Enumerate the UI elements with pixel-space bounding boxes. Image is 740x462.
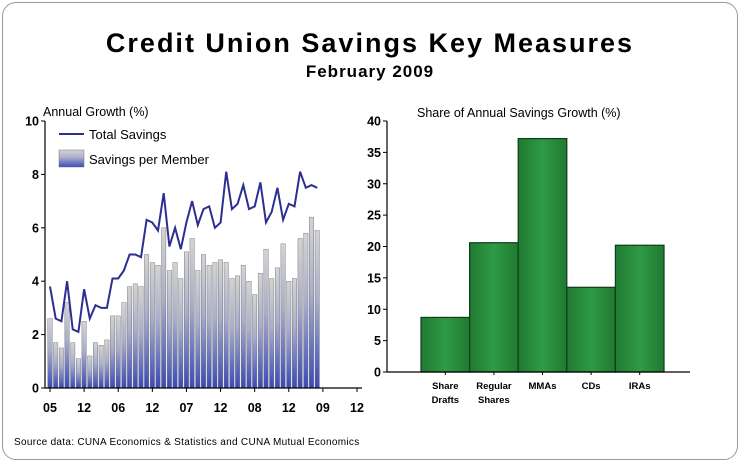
share-bar [566, 286, 616, 373]
left-x-tick-label: 12 [350, 401, 364, 415]
left-x-tick-label: 08 [248, 401, 262, 415]
share-category-label: Share [432, 381, 458, 392]
right-y-tick-label: 20 [367, 240, 381, 254]
share-bar [469, 242, 519, 373]
source-note: Source data: CUNA Economics & Statistics… [14, 437, 360, 448]
share-category-label: Shares [478, 395, 510, 406]
left-y-tick-label: 10 [25, 115, 39, 129]
left-x-tick-label: 12 [145, 401, 159, 415]
right-y-tick-label: 35 [367, 146, 381, 160]
legend-total-savings: Total Savings [89, 127, 167, 142]
left-x-tick-label: 12 [214, 401, 228, 415]
left-x-tick-label: 12 [77, 401, 91, 415]
right-y-tick-label: 30 [367, 177, 381, 191]
left-x-tick-label: 06 [111, 401, 125, 415]
share-category-label: IRAs [629, 381, 651, 392]
left-y-tick-label: 0 [32, 382, 39, 396]
savings-per-member-bars [47, 216, 320, 389]
left-y-tick-label: 4 [32, 275, 39, 289]
share-category-label: MMAs [529, 381, 557, 392]
left-ylabel: Annual Growth (%) [43, 105, 149, 119]
share-category-label: Drafts [432, 395, 459, 406]
left-y-tick-label: 8 [32, 168, 39, 182]
page-subtitle: February 2009 [305, 62, 435, 81]
right-y-tick-label: 15 [367, 271, 381, 285]
right-y-tick-label: 5 [374, 334, 381, 348]
share-bars [420, 137, 665, 373]
left-x-tick-label: 07 [179, 401, 193, 415]
right-y-tick-label: 10 [367, 303, 381, 317]
share-category-labels: Share Drafts Regular Shares MMAs CDs IRAs [432, 372, 651, 406]
left-axes: 0 2 4 6 8 10 05 12 06 12 07 12 08 12 09 12 [25, 115, 364, 416]
total-savings-line [49, 171, 318, 334]
left-x-tick-label: 09 [316, 401, 330, 415]
left-y-tick-label: 6 [32, 221, 39, 235]
right-y-tick-label: 40 [367, 115, 381, 129]
page-title: Credit Union Savings Key Measures [105, 28, 635, 58]
right-chart-title: Share of Annual Savings Growth (%) [417, 106, 621, 120]
legend-savings-per-member: Savings per Member [89, 152, 210, 167]
left-y-tick-label: 2 [32, 328, 39, 342]
right-y-tick-label: 25 [367, 209, 381, 223]
left-x-tick-label: 12 [282, 401, 296, 415]
share-bar [614, 244, 665, 373]
share-bar [517, 137, 568, 373]
share-bar [420, 316, 471, 373]
share-category-label: CDs [582, 381, 601, 392]
share-category-label: Regular [476, 381, 512, 392]
right-axes: 0 5 10 15 20 25 30 35 40 [367, 115, 690, 380]
legend-bar-swatch [58, 149, 85, 168]
left-legend: Total Savings Savings per Member [58, 127, 210, 168]
right-y-tick-label: 0 [374, 366, 381, 380]
left-x-tick-label: 05 [43, 401, 57, 415]
